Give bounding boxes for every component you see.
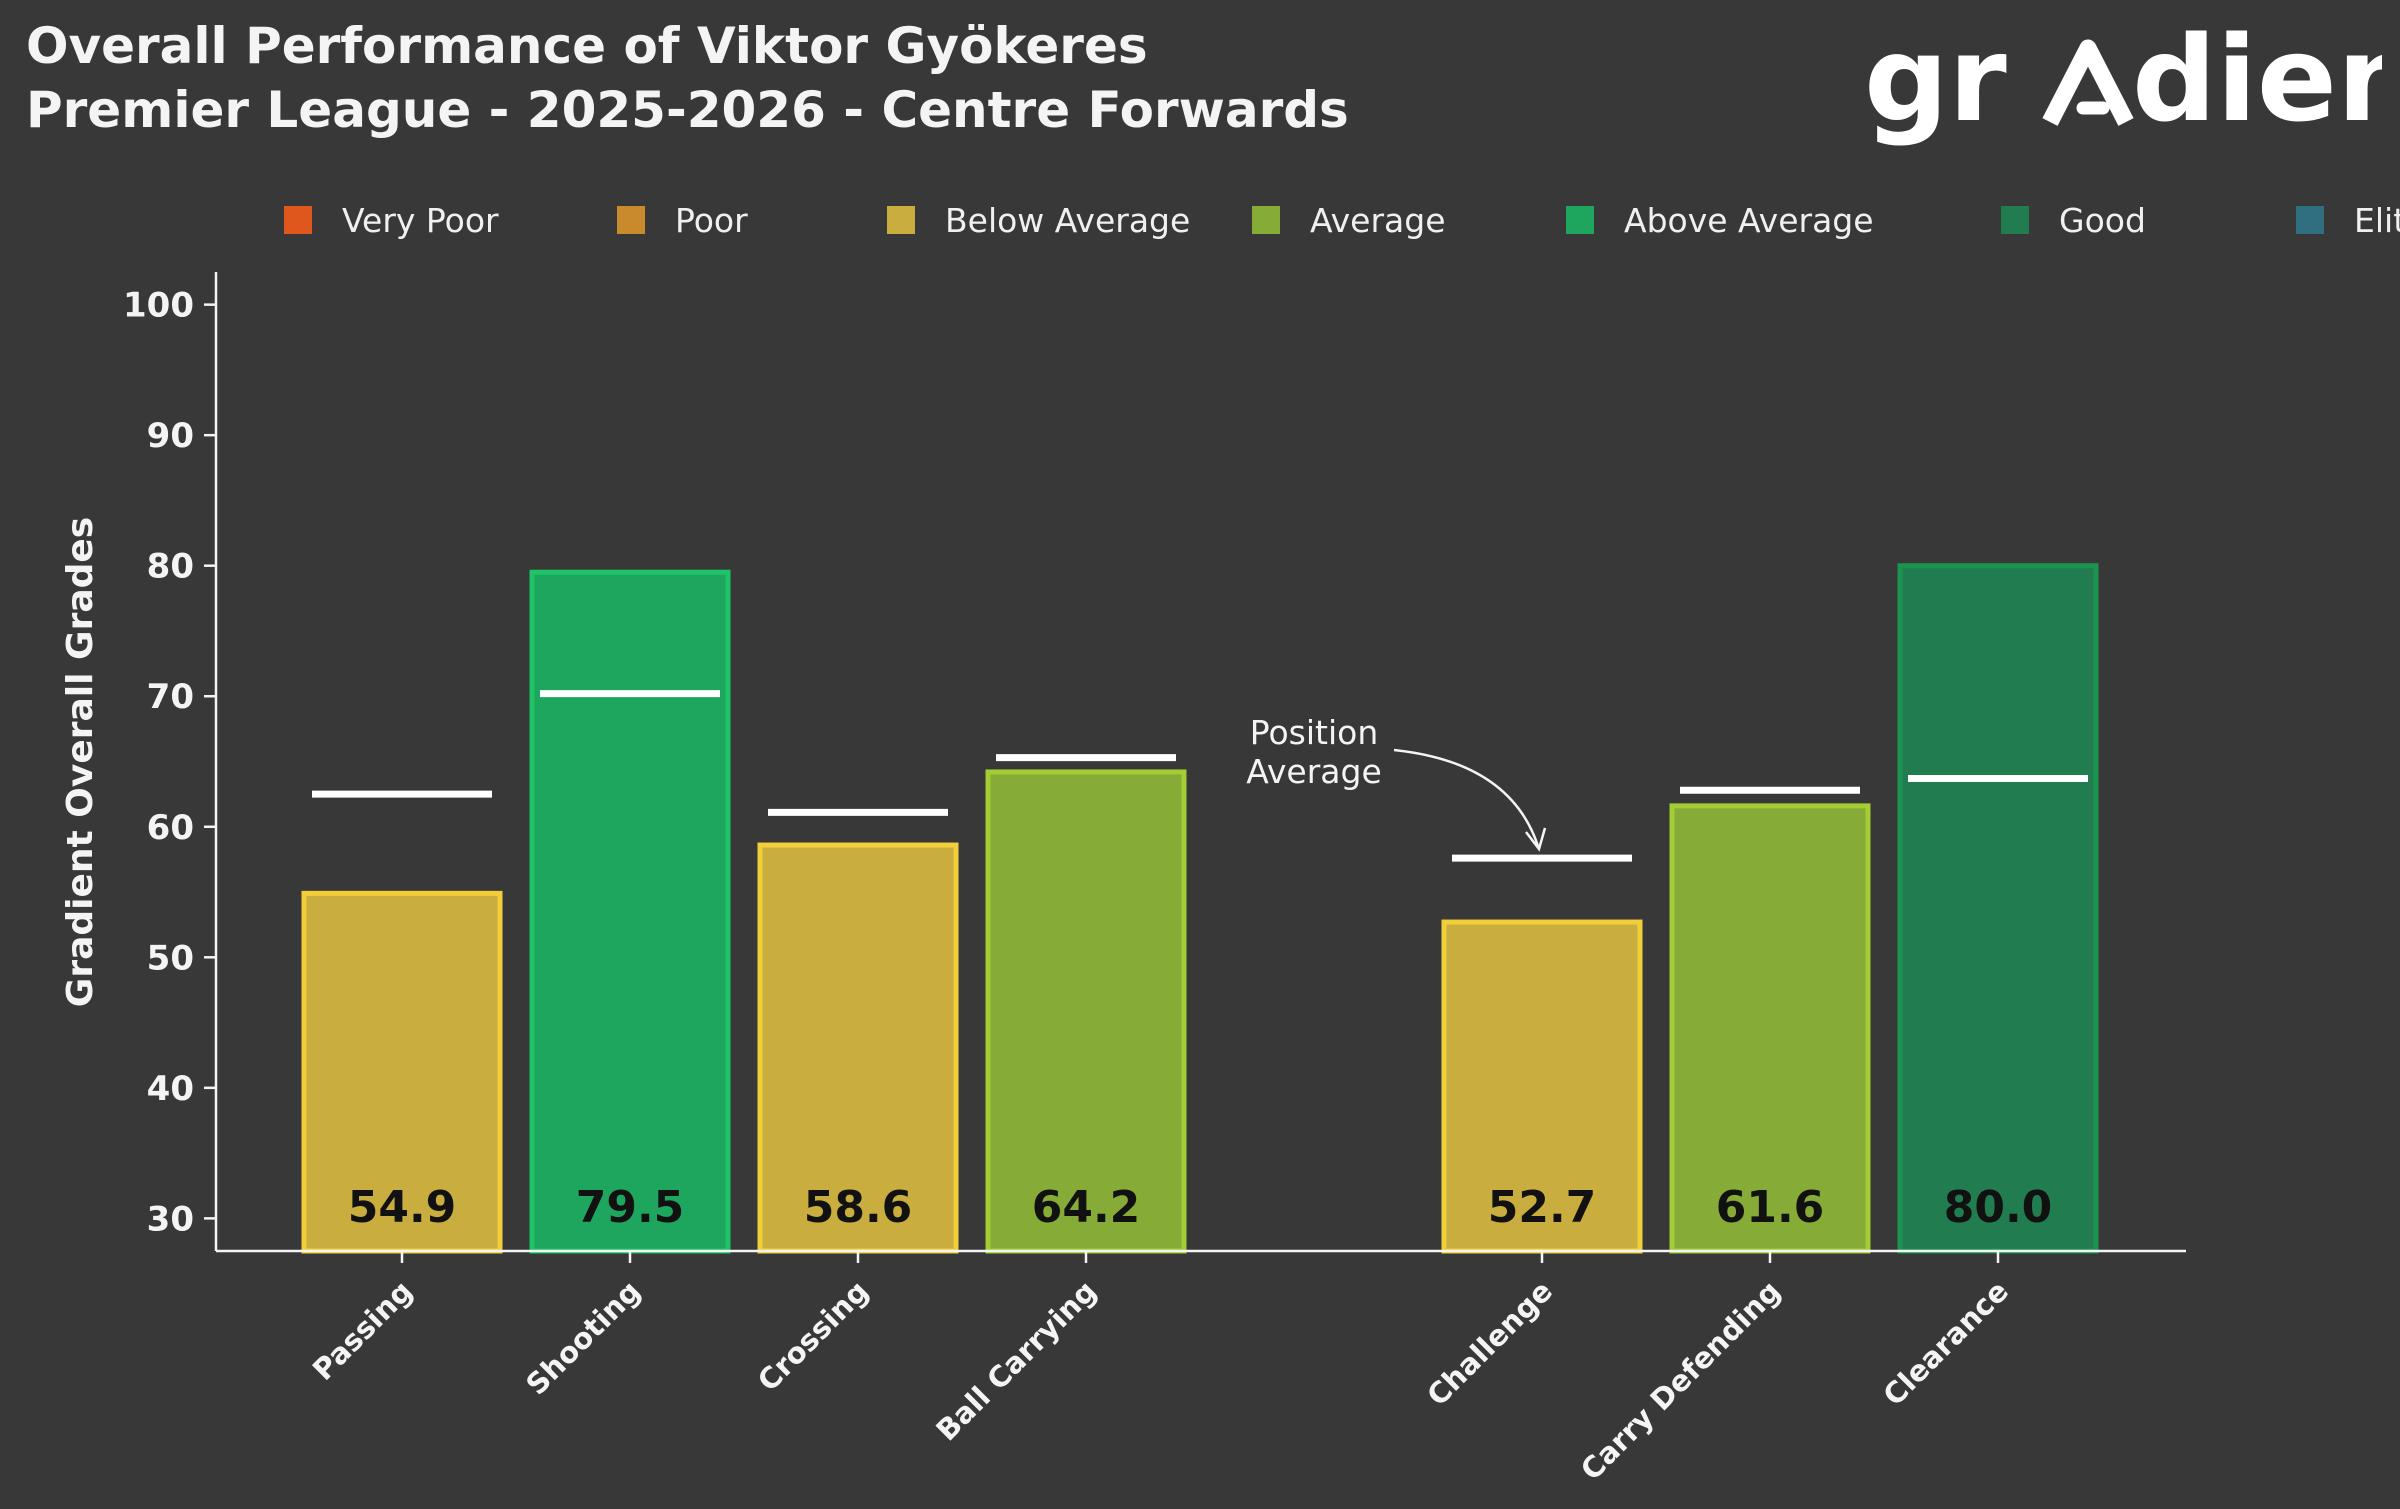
y-tick-label-80: 80 [147, 547, 194, 587]
legend-label-average: Average [1310, 201, 1446, 240]
svg-text:gr: gr [1864, 10, 2007, 148]
annotation-line-1: Position [1250, 713, 1379, 752]
legend-label-good: Good [2059, 201, 2146, 240]
legend-label-very-poor: Very Poor [342, 201, 499, 240]
annotation-arrowhead [1525, 827, 1547, 852]
x-tick-label-challenge: Challenge [1420, 1274, 1559, 1413]
y-tick-label-40: 40 [147, 1069, 194, 1109]
bar-ball-carrying [985, 769, 1187, 1254]
legend-swatch-average [1252, 206, 1280, 234]
bar-passing [301, 890, 503, 1254]
y-tick-label-30: 30 [147, 1199, 194, 1239]
x-tick-label-shooting: Shooting [519, 1274, 647, 1402]
legend-label-above-average: Above Average [1624, 201, 1874, 240]
legend-swatch-elite [2296, 206, 2324, 234]
x-tick-label-ball-carrying: Ball Carrying [929, 1274, 1102, 1447]
bar-carry-defending [1669, 803, 1871, 1254]
value-label-passing: 54.9 [348, 1182, 457, 1233]
x-tick-label-clearance: Clearance [1876, 1274, 2014, 1412]
legend-swatch-above-average [1566, 206, 1594, 234]
x-tick-label-passing: Passing [306, 1274, 419, 1387]
gradient-logo: gr dient [1864, 10, 2382, 148]
position-average-annotation: Position Average [1246, 713, 1547, 852]
legend-swatch-good [2001, 206, 2029, 234]
value-label-clearance: 80.0 [1944, 1182, 2053, 1233]
value-label-crossing: 58.6 [804, 1182, 913, 1233]
legend: Very Poor Poor Below Average Average Above A… [284, 201, 2400, 240]
y-tick-label-90: 90 [147, 416, 194, 456]
x-ticks: Passing Shooting Crossing Ball Carrying Chal… [306, 1251, 2015, 1487]
bars: 54.9 79.5 58.6 64.2 52.7 61.6 80.0 [301, 563, 2099, 1254]
y-tick-label-100: 100 [123, 286, 194, 326]
y-tick-label-70: 70 [147, 677, 194, 717]
axes [214, 272, 2186, 1253]
bar-shooting [529, 569, 731, 1254]
chart-title: Overall Performance of Viktor Gyökeres P… [26, 14, 1349, 142]
bar-challenge [1441, 919, 1643, 1254]
svg-text:dient: dient [2132, 10, 2382, 148]
bar-clearance [1897, 563, 2099, 1254]
legend-swatch-below-average [887, 206, 915, 234]
y-tick-label-50: 50 [147, 938, 194, 978]
annotation-arrow [1393, 748, 1540, 847]
legend-swatch-poor [617, 206, 645, 234]
chart-title-line-2: Premier League - 2025-2026 - Centre Forw… [26, 81, 1349, 139]
legend-label-poor: Poor [675, 201, 748, 240]
x-tick-label-carry-defending: Carry Defending [1574, 1274, 1787, 1487]
y-ticks: 30 40 50 60 70 80 90 100 [123, 286, 216, 1239]
annotation-line-2: Average [1246, 752, 1382, 791]
chart-title-line-1: Overall Performance of Viktor Gyökeres [26, 17, 1148, 75]
value-label-shooting: 79.5 [576, 1182, 685, 1233]
value-label-challenge: 52.7 [1488, 1182, 1597, 1233]
legend-swatch-very-poor [284, 206, 312, 234]
legend-label-elite: Elite [2354, 201, 2400, 240]
legend-label-below-average: Below Average [945, 201, 1190, 240]
value-label-carry-defending: 61.6 [1716, 1182, 1825, 1233]
x-tick-label-crossing: Crossing [751, 1274, 875, 1398]
y-tick-label-60: 60 [147, 808, 194, 848]
value-label-ball-carrying: 64.2 [1032, 1182, 1141, 1233]
y-axis-label: Gradient Overall Grades [60, 517, 101, 1007]
